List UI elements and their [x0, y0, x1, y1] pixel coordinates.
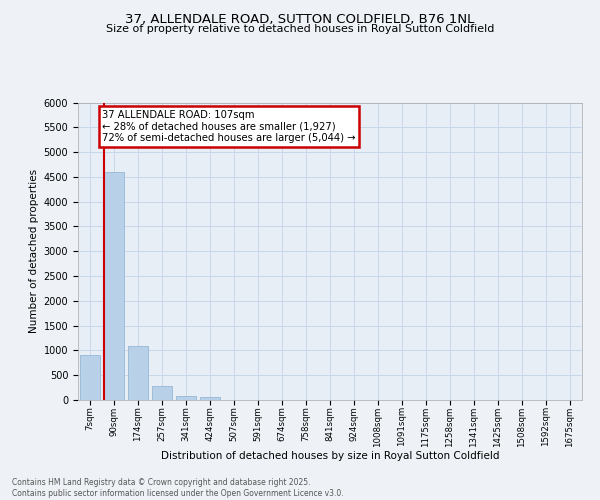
Bar — [128, 346, 148, 400]
Text: 37 ALLENDALE ROAD: 107sqm
← 28% of detached houses are smaller (1,927)
72% of se: 37 ALLENDALE ROAD: 107sqm ← 28% of detac… — [102, 110, 355, 143]
Y-axis label: Number of detached properties: Number of detached properties — [29, 169, 40, 334]
Bar — [152, 386, 172, 400]
Text: Size of property relative to detached houses in Royal Sutton Coldfield: Size of property relative to detached ho… — [106, 24, 494, 34]
Bar — [200, 398, 220, 400]
X-axis label: Distribution of detached houses by size in Royal Sutton Coldfield: Distribution of detached houses by size … — [161, 451, 499, 461]
Bar — [80, 356, 100, 400]
Bar — [176, 396, 196, 400]
Text: Contains HM Land Registry data © Crown copyright and database right 2025.
Contai: Contains HM Land Registry data © Crown c… — [12, 478, 344, 498]
Bar — [104, 172, 124, 400]
Text: 37, ALLENDALE ROAD, SUTTON COLDFIELD, B76 1NL: 37, ALLENDALE ROAD, SUTTON COLDFIELD, B7… — [125, 12, 475, 26]
